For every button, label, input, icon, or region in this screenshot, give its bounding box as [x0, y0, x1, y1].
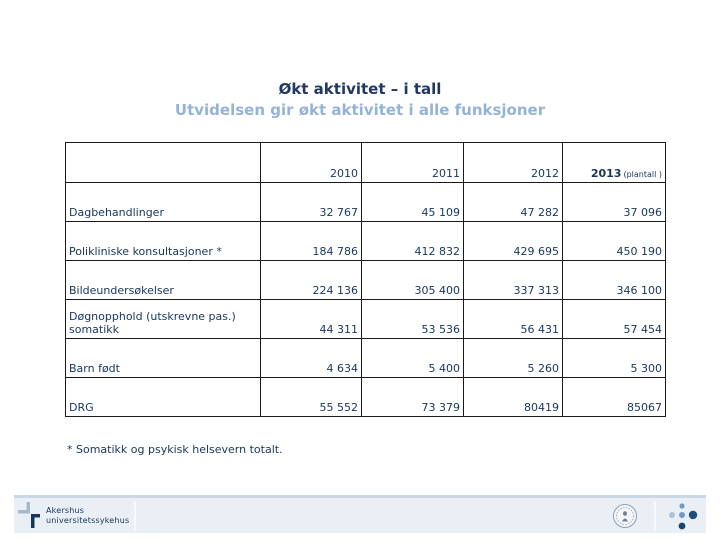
value-2012: 337 313 — [463, 260, 563, 300]
header-plantall-note: (plantall ) — [623, 170, 662, 179]
slide-subtitle: Utvidelsen gir økt aktivitet i alle funk… — [174, 101, 546, 119]
value-2013: 346 100 — [562, 260, 666, 300]
value-2011: 412 832 — [361, 221, 464, 261]
value-2011: 53 536 — [361, 299, 464, 339]
footnote: * Somatikk og psykisk helsevern totalt. — [67, 443, 283, 456]
header-2013-plantall: 2013 (plantall ) — [562, 142, 666, 183]
footer-divider — [654, 501, 656, 530]
value-2010: 55 552 — [260, 377, 362, 417]
table-row: Døgnopphold (utskrevne pas.) somatikk 44… — [65, 299, 666, 339]
value-2011: 305 400 — [361, 260, 464, 300]
value-2012: 80419 — [463, 377, 563, 417]
value-2012: 56 431 — [463, 299, 563, 339]
value-2011: 73 379 — [361, 377, 464, 417]
value-2010: 32 767 — [260, 182, 362, 222]
footer-strip: Akershus universitetssykehus — [14, 495, 706, 533]
table-row: Dagbehandlinger 32 767 45 109 47 282 37 … — [65, 182, 666, 222]
row-label: Barn født — [65, 338, 261, 378]
university-seal-icon — [612, 503, 638, 533]
value-2013: 5 300 — [562, 338, 666, 378]
row-label: Polikliniske konsultasjoner * — [65, 221, 261, 261]
hospital-name-line1: Akershus — [46, 506, 85, 515]
value-2012: 429 695 — [463, 221, 563, 261]
slide-title: Økt aktivitet – i tall — [278, 80, 442, 98]
header-2010: 2010 — [260, 142, 362, 183]
hospital-name-line2: universitetssykehus — [46, 516, 130, 525]
table-row: Barn født 4 634 5 400 5 260 5 300 — [65, 338, 666, 378]
header-2012: 2012 — [463, 142, 563, 183]
table-row: Bildeundersøkelser 224 136 305 400 337 3… — [65, 260, 666, 300]
row-label: DRG — [65, 377, 261, 417]
value-2013: 85067 — [562, 377, 666, 417]
value-2010: 4 634 — [260, 338, 362, 378]
value-2011: 5 400 — [361, 338, 464, 378]
value-2012: 5 260 — [463, 338, 563, 378]
value-2010: 44 311 — [260, 299, 362, 339]
dots-cross-icon — [666, 500, 702, 536]
table-header-row: 2010 2011 2012 2013 (plantall ) — [65, 142, 666, 183]
value-2011: 45 109 — [361, 182, 464, 222]
hospital-name: Akershus universitetssykehus — [46, 506, 129, 526]
header-2011: 2011 — [361, 142, 464, 183]
value-2013: 57 454 — [562, 299, 666, 339]
row-label: Døgnopphold (utskrevne pas.) somatikk — [65, 299, 261, 339]
row-label: Bildeundersøkelser — [65, 260, 261, 300]
value-2013: 450 190 — [562, 221, 666, 261]
header-2013-year: 2013 — [590, 167, 622, 180]
value-2012: 47 282 — [463, 182, 563, 222]
activity-table: 2010 2011 2012 2013 (plantall ) Dagbehand… — [65, 142, 666, 417]
header-empty-cell — [65, 142, 261, 183]
table-row: DRG 55 552 73 379 80419 85067 — [65, 377, 666, 417]
footer-divider — [134, 501, 136, 530]
value-2010: 184 786 — [260, 221, 362, 261]
table-row: Polikliniske konsultasjoner * 184 786 41… — [65, 221, 666, 261]
value-2013: 37 096 — [562, 182, 666, 222]
row-label: Dagbehandlinger — [65, 182, 261, 222]
ahus-cross-icon — [18, 502, 42, 536]
value-2010: 224 136 — [260, 260, 362, 300]
ahus-logo: Akershus universitetssykehus — [18, 501, 138, 533]
